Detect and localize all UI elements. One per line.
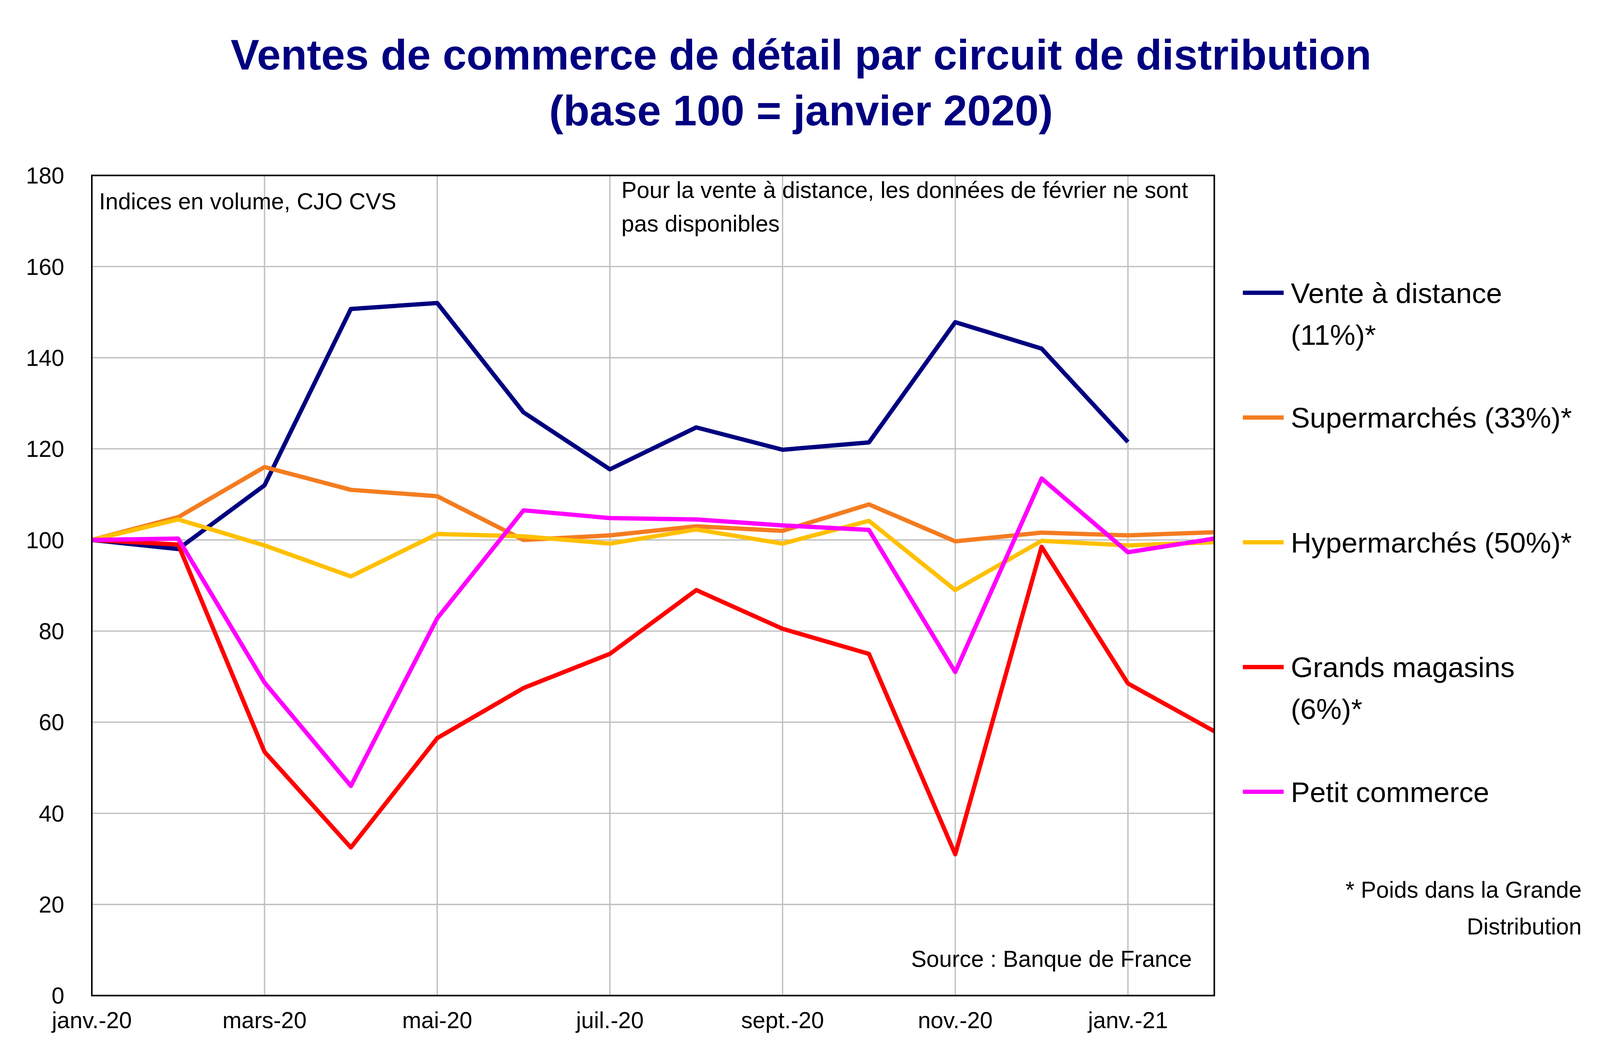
- grid: [91, 175, 1215, 996]
- legend-label: Vente à distance(11%)*: [1290, 277, 1502, 351]
- y-grid-line: [91, 812, 1215, 815]
- series-line: [91, 303, 1128, 550]
- legend-label: Grands magasins(6%)*: [1290, 651, 1515, 725]
- annotation: Indices en volume, CJO CVS: [98, 188, 397, 215]
- series-line: [91, 478, 1215, 787]
- x-tick-label: nov.-20: [917, 1007, 993, 1034]
- legend-swatch: [1242, 540, 1284, 545]
- x-tick-label: juil.-20: [575, 1007, 644, 1034]
- x-grid-line: [954, 175, 956, 996]
- series-line: [91, 467, 1215, 542]
- annotation: Pour la vente à distance, les données de…: [621, 177, 1188, 237]
- y-tick-label: 40: [38, 801, 65, 827]
- y-tick-label: 120: [26, 436, 65, 462]
- y-tick-label: 0: [51, 983, 65, 1009]
- legend-swatch: [1242, 789, 1284, 795]
- x-tick-label: mai-20: [401, 1007, 473, 1034]
- plot-frame: [91, 175, 1215, 996]
- legend-swatch: [1242, 665, 1284, 670]
- legend: Vente à distance(11%)* Supermarchés (33%)…: [1242, 277, 1572, 809]
- title: Ventes de commerce de détail par circuit…: [230, 30, 1372, 135]
- x-tick-label: janv.-21: [1087, 1007, 1168, 1034]
- annotation: * Poids dans la GrandeDistribution: [1345, 877, 1582, 940]
- y-tick-label: 160: [26, 254, 65, 280]
- y-grid-line: [91, 266, 1215, 268]
- x-grid-line: [782, 175, 784, 996]
- series-group: [91, 303, 1215, 855]
- x-grid-line: [1127, 175, 1129, 996]
- y-tick-label: 140: [26, 345, 65, 371]
- y-grid-line: [91, 721, 1215, 724]
- y-tick-label: 60: [38, 709, 65, 736]
- legend-label: Hypermarchés (50%)*: [1290, 526, 1572, 559]
- chart: Ventes de commerce de détail par circuit…: [0, 0, 1600, 1043]
- legend-label: Petit commerce: [1290, 776, 1490, 809]
- y-grid-line: [91, 903, 1215, 906]
- y-tick-label: 80: [38, 618, 65, 645]
- x-tick-label: mars-20: [222, 1007, 307, 1034]
- y-tick-label: 20: [38, 892, 65, 918]
- legend-label: Supermarchés (33%)*: [1290, 401, 1572, 434]
- series-line: [91, 540, 1215, 855]
- legend-swatch: [1242, 290, 1284, 295]
- x-tick-label: sept.-20: [741, 1007, 824, 1034]
- x-grid-line: [263, 175, 265, 996]
- x-grid-line: [436, 175, 438, 996]
- y-tick-label: 180: [26, 162, 65, 189]
- y-grid-line: [91, 357, 1215, 359]
- x-tick-label: janv.-20: [51, 1007, 133, 1034]
- legend-swatch: [1242, 415, 1284, 420]
- y-tick-label: 100: [26, 527, 65, 554]
- x-grid-line: [609, 175, 611, 996]
- annotation: Source : Banque de France: [910, 946, 1192, 972]
- y-grid-line: [91, 630, 1215, 632]
